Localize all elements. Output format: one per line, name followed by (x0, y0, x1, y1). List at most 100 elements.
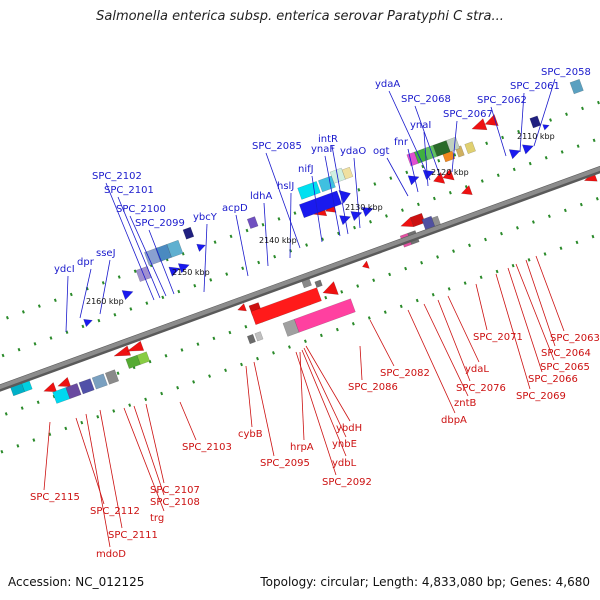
gene-feature[interactable] (400, 216, 415, 228)
gene-label[interactable]: ydaA (375, 79, 400, 90)
gene-label[interactable]: SPC_2058 (541, 67, 591, 78)
gene-label[interactable]: SPC_2069 (516, 391, 566, 402)
gene-feature[interactable] (361, 206, 374, 218)
gene-label[interactable]: acpD (222, 203, 248, 214)
gene-feature[interactable] (293, 298, 356, 333)
gene-label[interactable]: SPC_2065 (540, 362, 590, 373)
gene-feature[interactable] (460, 184, 473, 196)
gene-label[interactable]: ydbL (332, 458, 357, 469)
gene-label[interactable]: ynbE (332, 439, 357, 450)
gene-label[interactable]: ydaO (340, 146, 366, 157)
gene-feature[interactable] (168, 266, 181, 277)
gene-feature[interactable] (177, 263, 190, 274)
gene-label[interactable]: hrpA (290, 442, 314, 453)
gene-feature[interactable] (422, 169, 435, 181)
gene-feature[interactable] (350, 211, 363, 222)
gene-label[interactable]: fnr (394, 137, 409, 148)
gene-feature[interactable] (136, 351, 151, 365)
gene-label[interactable]: SPC_2064 (541, 348, 591, 359)
gene-label[interactable]: SPC_2068 (401, 94, 451, 105)
tick-mark (421, 164, 425, 169)
gene-feature[interactable] (78, 378, 95, 395)
gene-feature[interactable] (484, 113, 499, 127)
gene-label[interactable]: SPC_2112 (90, 506, 140, 517)
gene-label[interactable]: ynaI (410, 120, 431, 131)
gene-label[interactable]: ydcI (54, 264, 75, 275)
gene-feature[interactable] (104, 369, 120, 385)
gene-label[interactable]: SPC_2085 (252, 141, 302, 152)
gene-label[interactable]: SPC_2095 (260, 458, 310, 469)
gene-label[interactable]: nifJ (298, 164, 314, 175)
gene-label[interactable]: sseJ (96, 248, 116, 259)
gene-label[interactable]: ogt (373, 146, 389, 157)
gene-label[interactable]: SPC_2082 (380, 368, 430, 379)
gene-label[interactable]: SPC_2071 (473, 332, 523, 343)
gene-feature[interactable] (569, 78, 584, 95)
gene-label[interactable]: zntB (454, 398, 477, 409)
gene-feature[interactable] (521, 144, 534, 155)
gene-feature[interactable] (341, 166, 354, 180)
gene-label[interactable]: trg (150, 513, 164, 524)
gene-label[interactable]: intR (318, 134, 338, 145)
gene-feature[interactable] (314, 279, 323, 288)
gene-label[interactable]: ydaL (465, 364, 489, 375)
gene-label[interactable]: SPC_2062 (477, 95, 527, 106)
gene-label[interactable]: SPC_2108 (150, 497, 200, 508)
gene-label[interactable]: SPC_2115 (30, 492, 80, 503)
gene-feature[interactable] (297, 181, 321, 200)
gene-label[interactable]: ybcY (193, 212, 218, 223)
gene-feature[interactable] (542, 124, 550, 131)
gene-label[interactable]: SPC_2092 (322, 477, 372, 488)
gene-feature[interactable] (407, 175, 420, 186)
gene-label[interactable]: cybB (238, 429, 263, 440)
tick-mark (144, 397, 148, 402)
gene-feature[interactable] (121, 290, 134, 301)
leader-line (311, 175, 323, 243)
gene-label[interactable]: SPC_2101 (104, 185, 154, 196)
gene-label[interactable]: dpr (77, 257, 95, 268)
leader-line (133, 405, 165, 496)
gene-feature[interactable] (246, 216, 259, 229)
gene-label[interactable]: dbpA (441, 415, 467, 426)
gene-label[interactable]: SPC_2063 (550, 333, 600, 344)
gene-label[interactable]: SPC_2061 (510, 81, 560, 92)
gene-label[interactable]: mdoD (96, 549, 126, 560)
gene-label[interactable]: ldhA (250, 191, 272, 202)
gene-label[interactable]: ynaF (311, 144, 335, 155)
gene-label[interactable]: SPC_2086 (348, 382, 398, 393)
gene-feature[interactable] (65, 383, 82, 400)
gene-label[interactable]: SPC_2102 (92, 171, 142, 182)
gene-feature[interactable] (361, 260, 370, 269)
gene-label[interactable]: SPC_2103 (182, 442, 232, 453)
gene-label[interactable]: SPC_2066 (528, 374, 578, 385)
gene-feature[interactable] (182, 226, 195, 240)
gene-feature[interactable] (410, 212, 426, 228)
gene-feature[interactable] (442, 168, 455, 181)
gene-feature[interactable] (464, 141, 476, 155)
gene-feature[interactable] (91, 373, 108, 390)
tick-mark (592, 138, 596, 143)
gene-label[interactable]: hslJ (277, 181, 294, 192)
gene-feature[interactable] (57, 376, 72, 387)
gene-feature[interactable] (83, 318, 93, 328)
gene-feature[interactable] (298, 190, 343, 219)
gene-feature[interactable] (282, 318, 300, 337)
gene-feature[interactable] (254, 331, 264, 342)
gene-feature[interactable] (166, 239, 184, 258)
gene-label[interactable]: SPC_2107 (150, 485, 200, 496)
gene-feature[interactable] (43, 381, 58, 393)
gene-feature[interactable] (196, 243, 207, 253)
gene-label[interactable]: SPC_2076 (456, 383, 506, 394)
gene-feature[interactable] (246, 333, 256, 345)
gene-label[interactable]: SPC_2100 (116, 204, 166, 215)
gene-feature[interactable] (529, 115, 542, 129)
gene-label[interactable]: SPC_2111 (108, 530, 158, 541)
gene-feature[interactable] (508, 149, 521, 160)
gene-feature[interactable] (322, 280, 339, 295)
gene-feature[interactable] (126, 340, 145, 352)
gene-label[interactable]: ybdH (336, 423, 362, 434)
gene-feature[interactable] (237, 303, 247, 312)
gene-label[interactable]: SPC_2099 (135, 218, 185, 229)
gene-label[interactable]: SPC_2067 (443, 109, 493, 120)
